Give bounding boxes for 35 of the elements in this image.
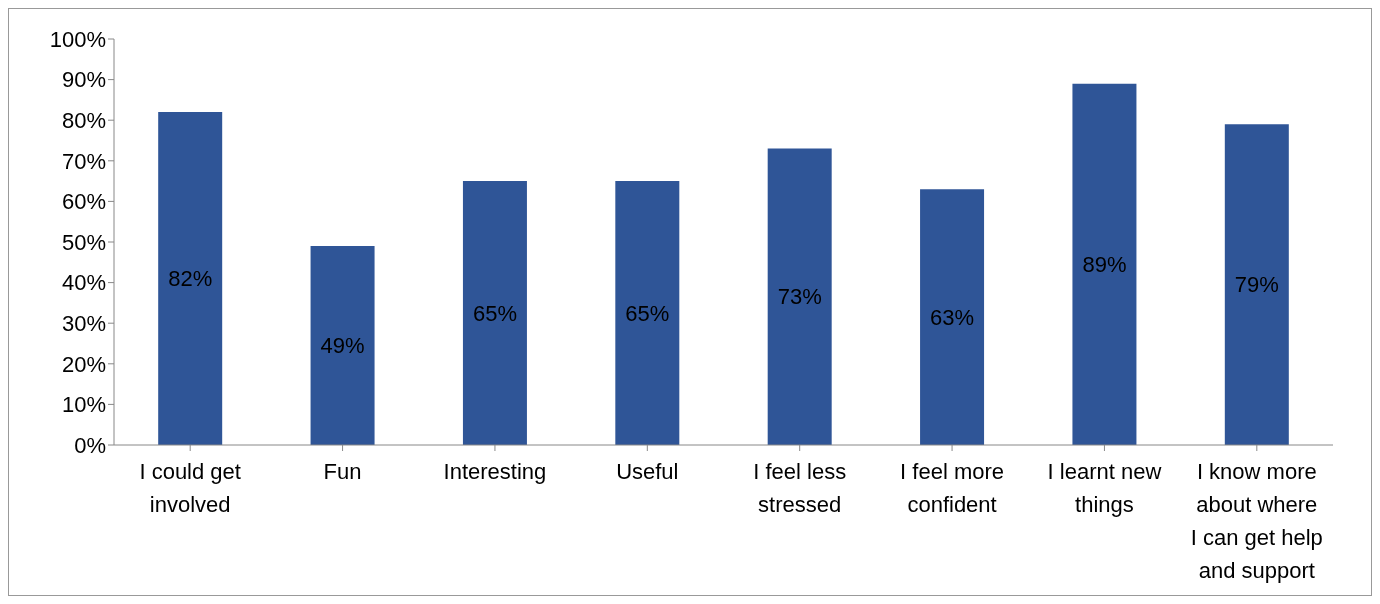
data-label: 89%: [1082, 251, 1127, 277]
bar: [310, 246, 375, 445]
bar: [1224, 124, 1289, 445]
y-tick-label: 30%: [61, 311, 106, 337]
data-label: 73%: [777, 284, 822, 310]
data-label: 82%: [168, 266, 213, 292]
data-label: 63%: [930, 304, 975, 330]
x-tick-label: I learnt new things: [1047, 459, 1162, 517]
y-tick-label: 60%: [61, 189, 106, 215]
x-tick-label: Interesting: [443, 459, 547, 484]
y-tick-label: 100%: [49, 26, 106, 52]
y-tick-label: 40%: [61, 270, 106, 296]
x-tick-label: I feel more confident: [900, 459, 1005, 517]
data-label: 79%: [1234, 272, 1279, 298]
data-label: 65%: [472, 300, 517, 326]
x-tick-label: Fun: [323, 459, 362, 484]
x-tick-label: I know more about where I can get help and support: [1190, 459, 1323, 583]
y-tick-label: 90%: [61, 67, 106, 93]
y-tick-label: 80%: [61, 108, 106, 134]
bar: [767, 148, 832, 445]
bar: [1072, 83, 1137, 445]
y-tick-label: 20%: [61, 351, 106, 377]
bar: [158, 112, 223, 445]
y-tick-label: 0%: [74, 432, 106, 458]
y-tick-label: 50%: [61, 229, 106, 255]
bar: [462, 181, 527, 445]
x-tick-label: I could get involved: [139, 459, 241, 517]
y-tick-label: 70%: [61, 148, 106, 174]
data-label: 49%: [320, 333, 365, 359]
bar: [615, 181, 680, 445]
y-tick-label: 10%: [61, 392, 106, 418]
data-label: 65%: [625, 300, 670, 326]
bar: [920, 189, 985, 445]
x-tick-label: I feel less stressed: [753, 459, 847, 517]
x-tick-label: Useful: [616, 459, 679, 484]
